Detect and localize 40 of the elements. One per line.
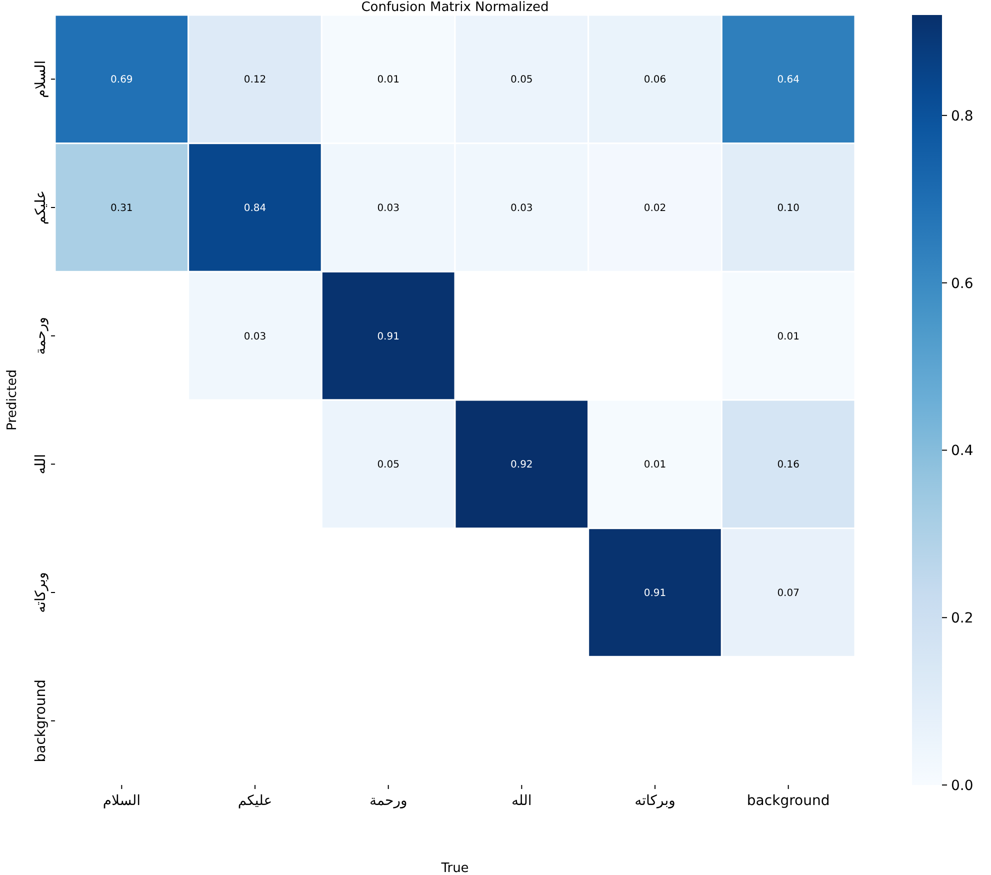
- color-bar-label: 0.2: [951, 610, 974, 627]
- x-tick-label: وبركاته: [634, 793, 676, 809]
- data-label: 0.01: [377, 74, 400, 86]
- data-label: 0.16: [777, 460, 800, 471]
- color-bar-label: 0.8: [951, 108, 974, 124]
- x-tick-label: ورحمة: [369, 793, 408, 809]
- data-label: 0.91: [644, 588, 666, 599]
- data-label: 0.10: [777, 203, 800, 214]
- y-tick-label: عليكم: [33, 190, 49, 225]
- data-label: 0.02: [644, 203, 666, 214]
- data-label: 0.03: [377, 203, 400, 214]
- y-tick-label: ورحمة: [33, 316, 49, 355]
- y-tick-label: السلام: [33, 60, 49, 98]
- y-tick-label: وبركاته: [33, 572, 49, 613]
- data-label: 0.69: [110, 74, 133, 86]
- data-label: 0.92: [510, 460, 533, 471]
- data-label: 0.05: [377, 460, 400, 471]
- color-bar-label: 0.6: [951, 276, 974, 292]
- x-tick-label: background: [746, 793, 830, 809]
- x-tick-label: الله: [512, 793, 532, 809]
- data-label: 0.31: [110, 203, 133, 214]
- data-label: 0.03: [510, 203, 533, 214]
- data-label: 0.03: [244, 331, 266, 342]
- color-bar-label: 0.4: [951, 443, 974, 460]
- y-tick-label: الله: [33, 454, 49, 474]
- data-label: 0.64: [777, 74, 800, 86]
- y-axis-title: Predicted: [5, 369, 20, 431]
- chart-title: Confusion Matrix Normalized: [361, 0, 549, 15]
- data-label: 0.07: [777, 588, 800, 599]
- data-label: 0.91: [377, 331, 400, 342]
- data-label: 0.01: [644, 460, 666, 471]
- x-axis-title: True: [440, 861, 469, 875]
- data-label: 0.06: [644, 74, 666, 86]
- color-bar-label: 0.0: [951, 778, 974, 794]
- data-label: 0.84: [244, 203, 266, 214]
- x-tick-label: السلام: [102, 793, 141, 809]
- data-label: 0.12: [244, 74, 266, 86]
- data-label: 0.05: [510, 74, 533, 86]
- x-tick-label: عليكم: [238, 793, 272, 809]
- data-label: 0.01: [777, 331, 800, 342]
